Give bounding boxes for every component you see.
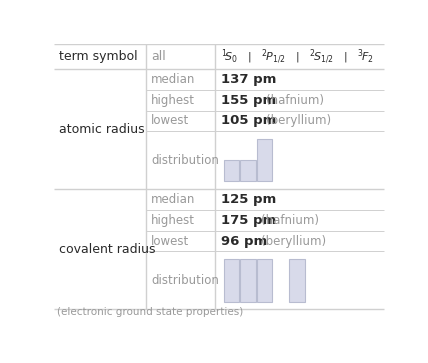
Text: (hafnium): (hafnium) [266,94,324,107]
Text: 105 pm: 105 pm [221,114,276,127]
Text: (beryllium): (beryllium) [261,234,326,248]
Text: (beryllium): (beryllium) [266,114,331,127]
Text: highest: highest [151,214,195,227]
Text: atomic radius: atomic radius [59,123,145,135]
Text: $^1\!S_0$   |   $^2\!P_{1/2}$   |   $^2\!S_{1/2}$   |   $^3\!F_2$: $^1\!S_0$ | $^2\!P_{1/2}$ | $^2\!S_{1/2}… [221,47,374,66]
Bar [224,160,240,182]
Text: 175 pm: 175 pm [221,214,276,227]
Text: distribution: distribution [151,154,219,167]
Text: median: median [151,193,196,206]
Bar [240,259,256,302]
Bar [256,139,272,182]
Text: covalent radius: covalent radius [59,242,155,256]
Text: distribution: distribution [151,274,219,287]
Bar [289,259,305,302]
Text: 155 pm: 155 pm [221,94,276,107]
Bar [224,259,240,302]
Bar [240,160,256,182]
Text: lowest: lowest [151,234,190,248]
Text: 125 pm: 125 pm [221,193,276,206]
Text: 137 pm: 137 pm [221,73,276,86]
Text: 96 pm: 96 pm [221,234,267,248]
Text: term symbol: term symbol [59,50,137,63]
Text: lowest: lowest [151,114,190,127]
Text: all: all [151,50,166,63]
Bar [256,259,272,302]
Text: highest: highest [151,94,195,107]
Text: median: median [151,73,196,86]
Text: (electronic ground state properties): (electronic ground state properties) [57,307,244,317]
Text: (hafnium): (hafnium) [261,214,319,227]
